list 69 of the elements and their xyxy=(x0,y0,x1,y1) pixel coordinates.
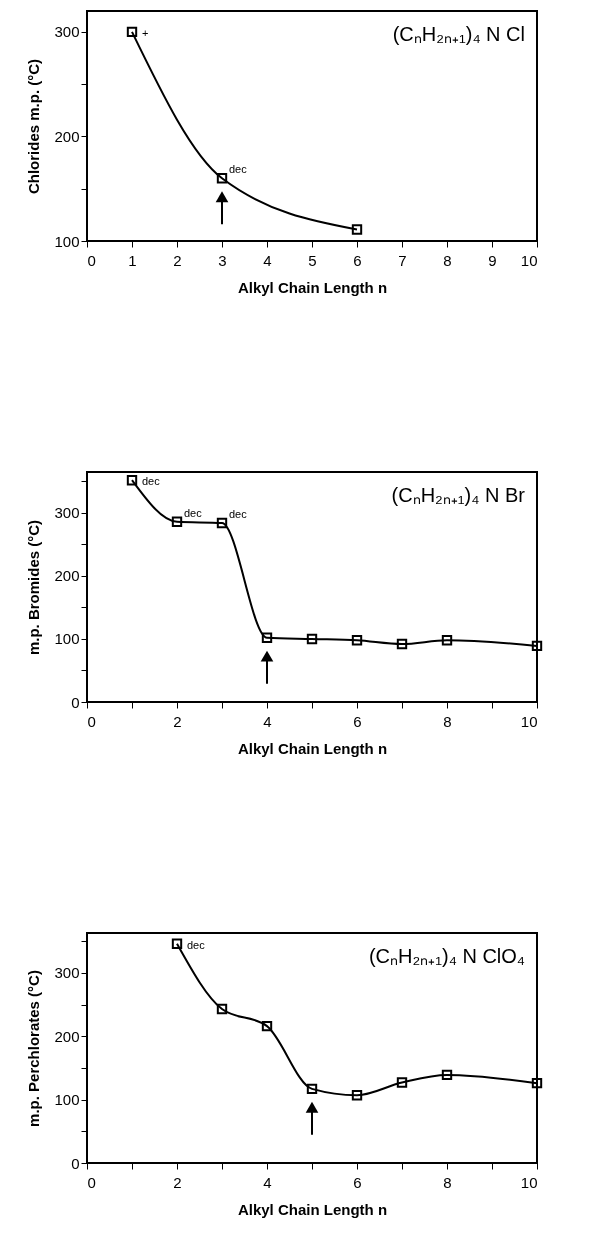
y-tick-label: 200 xyxy=(54,567,80,585)
x-axis-title: Alkyl Chain Length n xyxy=(237,1200,388,1218)
x-tick-label: 8 xyxy=(443,251,452,269)
point xyxy=(396,1077,408,1088)
y-tick-label: 200 xyxy=(54,1027,80,1045)
y-tick-label: 100 xyxy=(54,232,80,250)
annotation: dec xyxy=(229,508,248,521)
annotation: (CₙH₂ₙ₊₁)₄ N Br xyxy=(391,484,526,506)
y-axis-title: m.p. Perchlorates (°C) xyxy=(25,970,43,1127)
annotation: dec xyxy=(142,475,161,488)
y-tick-label: 300 xyxy=(54,504,80,522)
x-tick-label: 2 xyxy=(173,1173,182,1191)
x-axis-title: Alkyl Chain Length n xyxy=(237,739,388,757)
x-tick-label: 4 xyxy=(263,1173,272,1191)
x-tick-label: 6 xyxy=(353,251,362,269)
x-tick-label: 10 xyxy=(520,1173,538,1191)
annotation: (CₙH₂ₙ₊₁)₄ N Cl xyxy=(392,23,525,45)
x-tick-label: 2 xyxy=(173,712,182,730)
y-axis-title: Chlorides m.p. (°C) xyxy=(25,58,43,195)
annotation: (CₙH₂ₙ₊₁)₄ N ClO₄ xyxy=(368,945,525,967)
point xyxy=(441,635,453,646)
x-tick-label: 4 xyxy=(263,251,272,269)
y-tick-label: 200 xyxy=(54,127,80,145)
x-tick-label: 9 xyxy=(488,251,497,269)
x-axis-title: Alkyl Chain Length n xyxy=(237,278,388,296)
point xyxy=(171,516,183,527)
y-axis-title: m.p. Bromides (°C) xyxy=(25,519,43,656)
y-tick-label: 0 xyxy=(71,1154,80,1172)
x-tick-label: 8 xyxy=(443,712,452,730)
point xyxy=(126,475,138,486)
point xyxy=(171,938,183,949)
annotation: dec xyxy=(187,938,206,951)
x-tick-label: 7 xyxy=(398,251,407,269)
x-tick-label: 10 xyxy=(520,251,538,269)
x-tick-label: 0 xyxy=(87,1173,96,1191)
x-tick-label: 0 xyxy=(87,712,96,730)
annotation: + xyxy=(142,26,149,39)
x-tick-label: 0 xyxy=(87,251,96,269)
x-tick-label: 2 xyxy=(173,251,182,269)
point xyxy=(306,1083,318,1095)
y-tick-label: 300 xyxy=(54,23,80,41)
point xyxy=(351,224,363,235)
point xyxy=(396,638,408,650)
annotation: dec xyxy=(184,506,203,519)
point xyxy=(441,1069,453,1081)
point xyxy=(351,1090,363,1101)
point xyxy=(216,1003,228,1015)
x-tick-label: 6 xyxy=(353,712,362,730)
y-tick-label: 100 xyxy=(54,630,80,648)
y-tick-label: 0 xyxy=(71,693,80,711)
point xyxy=(531,640,543,652)
point xyxy=(216,173,228,184)
point xyxy=(306,633,318,645)
x-tick-label: 5 xyxy=(308,251,317,269)
point xyxy=(126,26,138,38)
point xyxy=(216,517,228,529)
y-tick-label: 100 xyxy=(54,1091,80,1109)
x-tick-label: 8 xyxy=(443,1173,452,1191)
x-tick-label: 1 xyxy=(128,251,137,269)
point xyxy=(261,1020,273,1032)
point xyxy=(261,632,273,643)
point xyxy=(531,1077,543,1089)
x-tick-label: 6 xyxy=(353,1173,362,1191)
x-tick-label: 4 xyxy=(263,712,272,730)
y-tick-label: 300 xyxy=(54,964,80,982)
x-tick-label: 10 xyxy=(520,712,538,730)
x-tick-label: 3 xyxy=(218,251,227,269)
point xyxy=(351,635,363,646)
annotation: dec xyxy=(229,163,248,176)
